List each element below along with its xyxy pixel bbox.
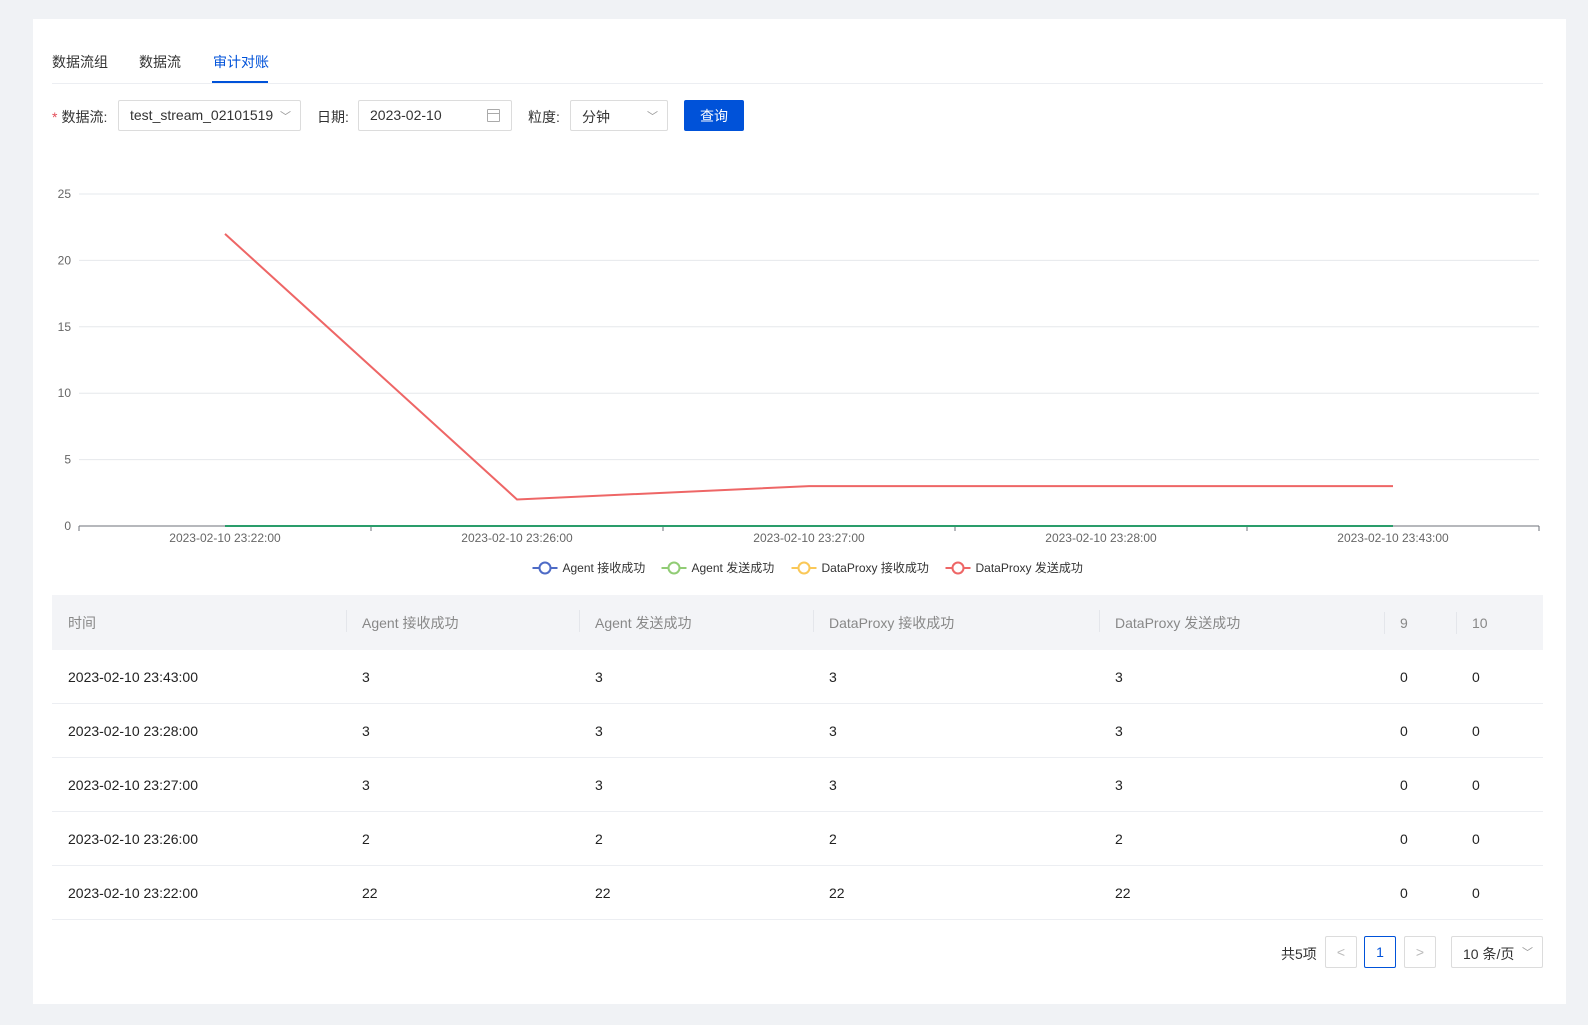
table-row: 2023-02-10 23:28:00 3 3 3 3 0 0 (52, 704, 1543, 758)
cell-dataproxy-receive: 3 (829, 668, 837, 685)
legend-marker-3 (951, 561, 965, 575)
cell-agent-receive: 3 (362, 776, 370, 793)
audit-line-chart: 0 5 10 15 20 25 2023-02-10 23:22:00 2023-02-10 … (58, 187, 1540, 575)
cell-col-10: 0 (1472, 722, 1480, 739)
cell-col-10: 0 (1472, 776, 1480, 793)
col-header-dataproxy-receive: DataProxy 接收成功 (813, 609, 1099, 633)
tab-bar: 数据流组 数据流 审计对账 (52, 19, 1543, 84)
cell-col-9: 0 (1400, 668, 1408, 685)
legend-label-2: DataProxy 接收成功 (822, 560, 929, 575)
col-header-time: 时间 (68, 614, 96, 631)
cell-time: 2023-02-10 23:22:00 (68, 884, 198, 901)
cell-agent-send: 3 (595, 722, 603, 739)
main-card: 数据流组 数据流 审计对账 * 数据流: test_stream_02101519… (33, 19, 1566, 1004)
col-header-9: 9 (1384, 611, 1456, 634)
y-tick-label: 15 (58, 320, 72, 334)
cell-agent-send: 2 (595, 830, 603, 847)
col-header-10: 10 (1456, 611, 1543, 634)
cell-col-9: 0 (1400, 776, 1408, 793)
audit-table: 时间 Agent 接收成功 Agent 发送成功 DataProxy 接收成功 … (52, 595, 1543, 920)
chevron-down-icon: ﹀ (280, 111, 291, 123)
chevron-down-icon: ﹀ (647, 111, 658, 123)
cell-dataproxy-send: 22 (1115, 884, 1131, 901)
cell-dataproxy-receive: 3 (829, 722, 837, 739)
tab-stream-group[interactable]: 数据流组 (52, 54, 108, 70)
page-button-1[interactable]: 1 (1364, 936, 1396, 968)
x-tick-label: 2023-02-10 23:43:00 (1337, 531, 1449, 545)
cell-col-10: 0 (1472, 668, 1480, 685)
cell-dataproxy-send: 3 (1115, 722, 1123, 739)
table-row: 2023-02-10 23:26:00 2 2 2 2 0 0 (52, 812, 1543, 866)
cell-col-9: 0 (1400, 722, 1408, 739)
legend-label-3: DataProxy 发送成功 (976, 560, 1083, 575)
cell-time: 2023-02-10 23:26:00 (68, 830, 198, 847)
x-tick-label: 2023-02-10 23:27:00 (753, 531, 865, 545)
cell-col-10: 0 (1472, 884, 1480, 901)
cell-time: 2023-02-10 23:28:00 (68, 722, 198, 739)
cell-col-9: 0 (1400, 830, 1408, 847)
granularity-label: 粒度: (528, 109, 560, 125)
pagination-total: 共5项 (1281, 946, 1317, 962)
cell-dataproxy-receive: 22 (829, 884, 845, 901)
cell-col-9: 0 (1400, 884, 1408, 901)
page-size-select[interactable]: 10 条/页 ﹀ (1451, 936, 1543, 968)
legend-marker-2 (797, 561, 811, 575)
stream-select[interactable]: test_stream_02101519 ﹀ (118, 100, 301, 131)
table-row: 2023-02-10 23:43:00 3 3 3 3 0 0 (52, 650, 1543, 704)
query-button[interactable]: 查询 (684, 100, 744, 131)
y-tick-label: 20 (58, 253, 72, 267)
x-tick-label: 2023-02-10 23:22:00 (169, 531, 281, 545)
cell-col-10: 0 (1472, 830, 1480, 847)
chevron-down-icon: ﹀ (1522, 947, 1533, 959)
cell-agent-send: 3 (595, 776, 603, 793)
cell-agent-receive: 3 (362, 722, 370, 739)
y-tick-label: 25 (58, 187, 72, 201)
tab-audit[interactable]: 审计对账 (213, 54, 269, 70)
granularity-select[interactable]: 分钟 ﹀ (570, 100, 668, 131)
x-tick-label: 2023-02-10 23:28:00 (1045, 531, 1157, 545)
cell-agent-receive: 3 (362, 668, 370, 685)
date-label: 日期: (317, 109, 349, 125)
legend-marker-1 (667, 561, 681, 575)
chevron-left-icon: < (1336, 944, 1346, 960)
col-header-dataproxy-send: DataProxy 发送成功 (1099, 609, 1384, 633)
cell-dataproxy-receive: 2 (829, 830, 837, 847)
legend-marker-0 (538, 561, 552, 575)
date-picker[interactable]: 2023-02-10 (358, 100, 512, 131)
cell-dataproxy-send: 3 (1115, 668, 1123, 685)
y-tick-label: 0 (64, 519, 71, 533)
cell-time: 2023-02-10 23:43:00 (68, 668, 198, 685)
tab-stream[interactable]: 数据流 (139, 54, 181, 70)
next-page-button[interactable]: > (1404, 936, 1436, 968)
table-header: 时间 Agent 接收成功 Agent 发送成功 DataProxy 接收成功 … (52, 595, 1543, 650)
cell-time: 2023-02-10 23:27:00 (68, 776, 198, 793)
col-header-agent-send: Agent 发送成功 (579, 609, 813, 633)
cell-agent-send: 3 (595, 668, 603, 685)
col-header-agent-receive: Agent 接收成功 (346, 609, 579, 633)
table-row: 2023-02-10 23:22:00 22 22 22 22 0 0 (52, 866, 1543, 920)
series-line-3 (224, 233, 1393, 501)
cell-agent-send: 22 (595, 884, 611, 901)
prev-page-button[interactable]: < (1325, 936, 1357, 968)
legend-label-0: Agent 接收成功 (563, 560, 646, 575)
cell-dataproxy-receive: 3 (829, 776, 837, 793)
legend-label-1: Agent 发送成功 (692, 560, 775, 575)
active-tab-indicator (212, 81, 268, 83)
x-tick-label: 2023-02-10 23:26:00 (461, 531, 573, 545)
y-tick-label: 5 (64, 453, 71, 467)
cell-dataproxy-send: 3 (1115, 776, 1123, 793)
cell-dataproxy-send: 2 (1115, 830, 1123, 847)
stream-label: * 数据流: (52, 109, 108, 125)
table-row: 2023-02-10 23:27:00 3 3 3 3 0 0 (52, 758, 1543, 812)
chevron-right-icon: > (1415, 944, 1425, 960)
y-tick-label: 10 (58, 386, 72, 400)
calendar-icon (487, 109, 500, 122)
cell-agent-receive: 22 (362, 884, 378, 901)
cell-agent-receive: 2 (362, 830, 370, 847)
